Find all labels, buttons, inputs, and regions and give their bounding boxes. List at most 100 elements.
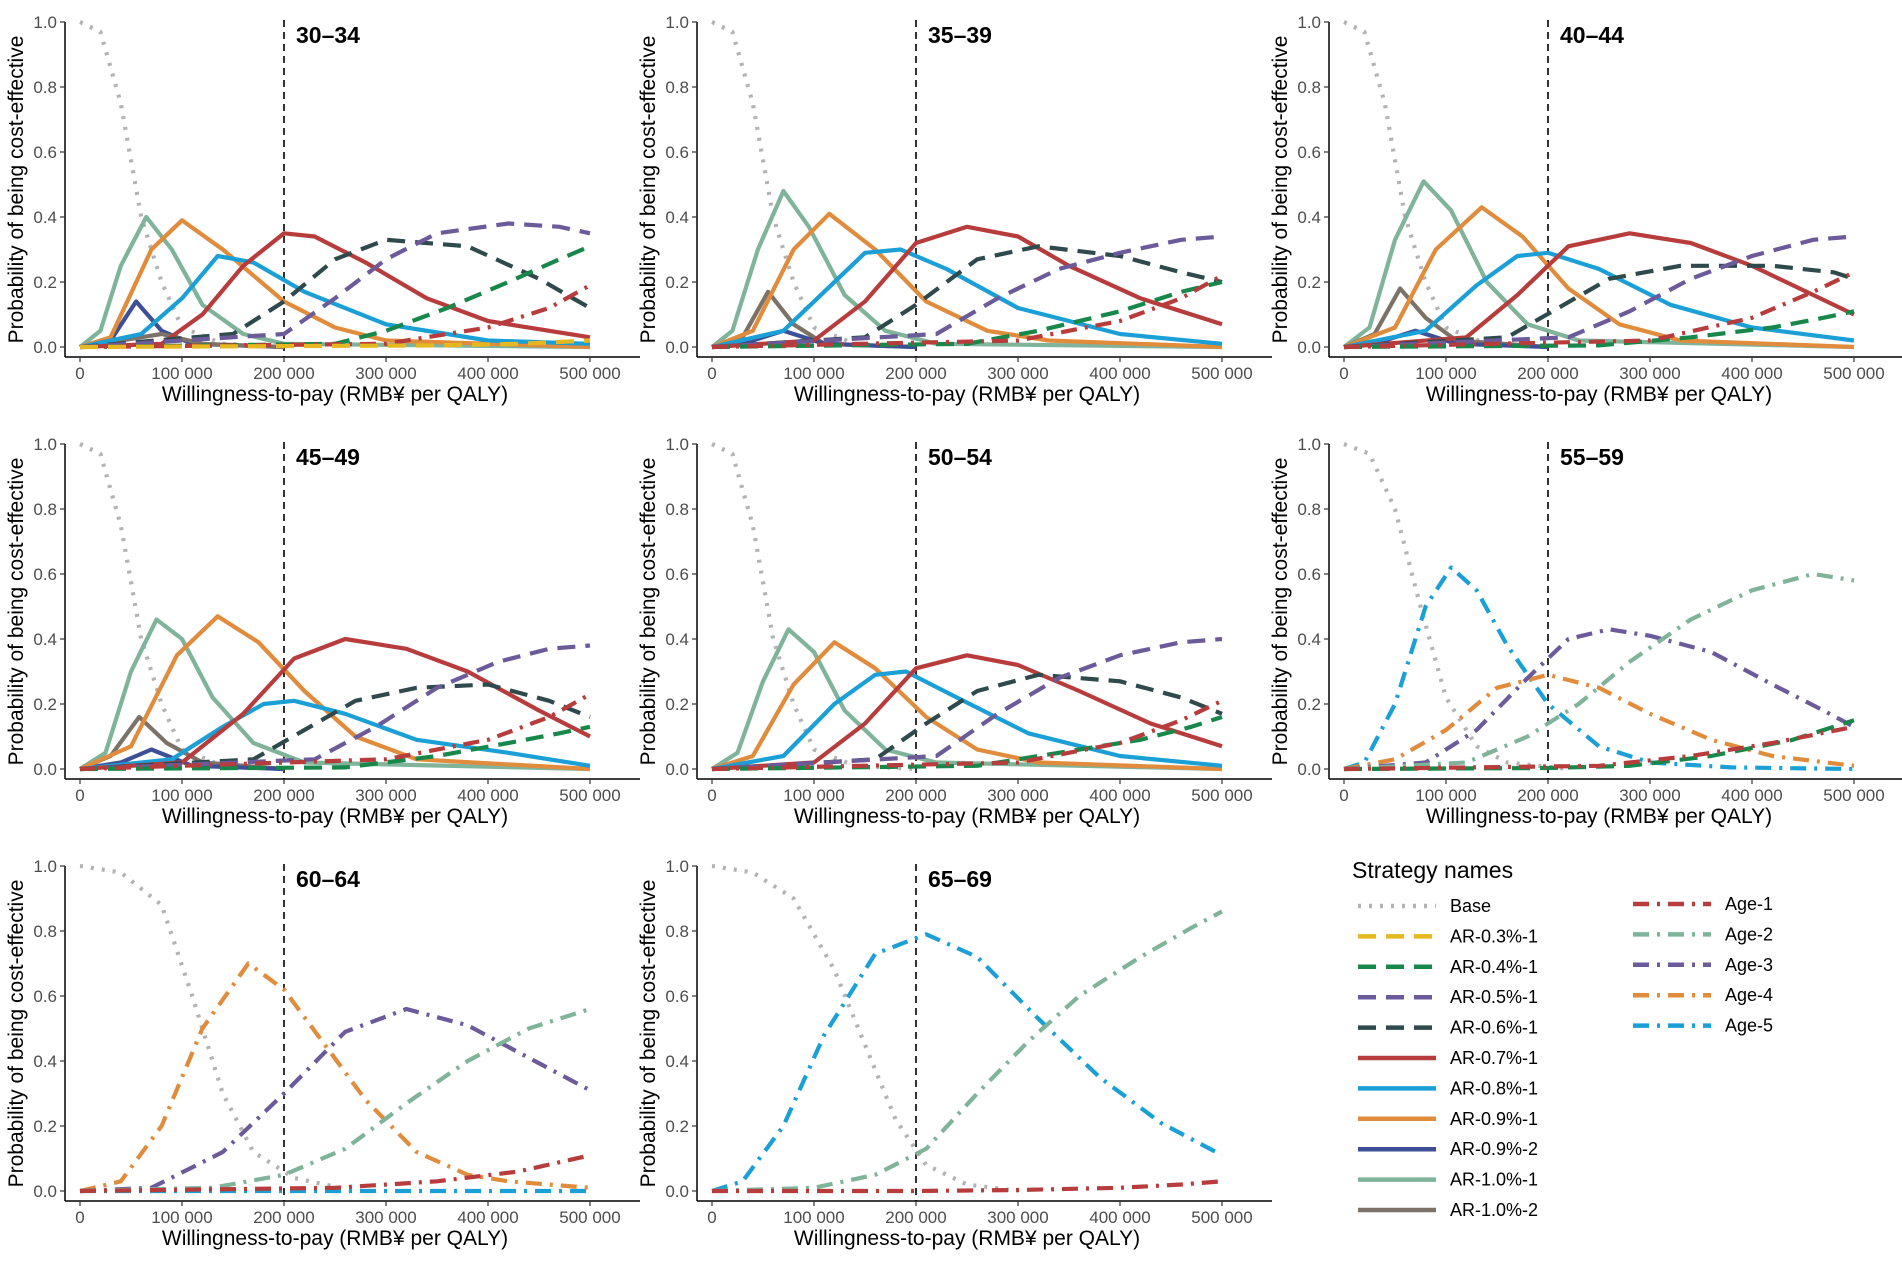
series-line-ar-0-9pct-1	[711, 640, 1223, 772]
series-line-age-1	[1343, 270, 1855, 350]
series-line-age-1	[712, 1179, 1223, 1194]
ceac-panel-65-69: 0.0 0.2 0.4 0.6 0.8 1.0 0 100 000 200 000 300 000…	[637, 857, 1272, 1250]
x-tick-label: 300 000	[1619, 364, 1680, 383]
ceac-panel-60-64: 0.0 0.2 0.4 0.6 0.8 1.0 0 100 000 200 000 300 000…	[5, 857, 640, 1250]
series-line-age-1	[79, 1153, 591, 1194]
series-line-base	[711, 863, 1019, 1194]
y-tick-label: 0.8	[33, 78, 57, 97]
y-tick-label: 0.8	[665, 500, 689, 519]
y-tick-label: 0.4	[665, 630, 689, 649]
y-tick-label: 0.6	[665, 565, 689, 584]
x-tick-label: 400 000	[1089, 1208, 1150, 1227]
ceac-panel-30-34: 0.0 0.2 0.4 0.6 0.8 1.0 0 100 000 200 000 300 000…	[5, 13, 640, 406]
legend-entry-ar-0-9pct-2: AR-0.9%-2	[1358, 1139, 1538, 1159]
x-tick-label: 200 000	[885, 1208, 946, 1227]
y-tick-label: 1.0	[33, 435, 57, 454]
legend-entry-age-4: Age-4	[1633, 985, 1773, 1005]
x-tick-label: 100 000	[1415, 786, 1476, 805]
legend-entry-age-1: Age-1	[1633, 894, 1773, 914]
legend-label: Age-4	[1725, 985, 1773, 1005]
series-line-age-1	[711, 698, 1223, 772]
y-axis-title: Probability of being cost-effective	[637, 458, 660, 766]
y-tick-label: 1.0	[1297, 13, 1321, 32]
series-line-age-1	[79, 692, 592, 772]
y-tick-label: 1.0	[1297, 435, 1321, 454]
ceac-panel-55-59: 0.0 0.2 0.4 0.6 0.8 1.0 0 100 000 200 000 300 000…	[1269, 435, 1902, 828]
x-tick-label: 0	[1339, 364, 1348, 383]
ceac-panel-50-54: 0.0 0.2 0.4 0.6 0.8 1.0 0 100 000 200 000 300 000…	[637, 435, 1272, 828]
x-tick-label: 500 000	[1823, 786, 1884, 805]
legend-entry-ar-0-6pct-1: AR-0.6%-1	[1358, 1018, 1538, 1038]
x-tick-label: 200 000	[1517, 786, 1578, 805]
series-line-age-5	[711, 932, 1223, 1194]
legend-label: AR-0.9%-2	[1450, 1139, 1538, 1159]
x-tick-label: 100 000	[1415, 364, 1476, 383]
series-line-ar-0-6pct-1	[711, 672, 1223, 772]
y-axis-title: Probability of being cost-effective	[5, 458, 28, 766]
series-line-base	[79, 20, 285, 350]
y-tick-label: 0.6	[33, 987, 57, 1006]
legend-entry-base: Base	[1358, 896, 1491, 916]
ceac-panel-45-49: 0.0 0.2 0.4 0.6 0.8 1.0 0 100 000 200 000 300 000…	[5, 435, 640, 828]
legend-entry-ar-0-9pct-1: AR-0.9%-1	[1358, 1109, 1538, 1129]
legend-entry-ar-0-3pct-1: AR-0.3%-1	[1358, 926, 1538, 946]
x-tick-label: 0	[707, 1208, 716, 1227]
ceac-panel-40-44: 0.0 0.2 0.4 0.6 0.8 1.0 0 100 000 200 000 300 000…	[1269, 13, 1902, 406]
series-line-age-3	[79, 1006, 591, 1194]
y-tick-label: 0.4	[33, 208, 57, 227]
legend-entry-ar-1-0pct-1: AR-1.0%-1	[1358, 1170, 1538, 1190]
x-tick-label: 0	[707, 364, 716, 383]
x-tick-label: 100 000	[783, 1208, 844, 1227]
x-tick-label: 400 000	[1089, 364, 1150, 383]
y-axis-title: Probability of being cost-effective	[5, 880, 28, 1188]
y-tick-label: 0.4	[1297, 630, 1321, 649]
series-line-ar-0-6pct-1	[79, 237, 592, 350]
y-tick-label: 0.4	[1297, 208, 1321, 227]
series-line-ar-0-7pct-1	[79, 636, 591, 772]
series-line-age-1	[1343, 724, 1855, 772]
y-tick-label: 1.0	[665, 857, 689, 876]
x-axis-title: Willingness-to-pay (RMB¥ per QALY)	[162, 805, 508, 828]
series-line-age-4	[1343, 672, 1855, 772]
x-tick-label: 200 000	[1517, 364, 1578, 383]
y-tick-label: 0.4	[33, 630, 57, 649]
age-group-label: 35–39	[928, 22, 992, 48]
x-tick-label: 0	[75, 364, 84, 383]
x-tick-label: 300 000	[987, 364, 1048, 383]
legend-entry-age-2: Age-2	[1633, 924, 1773, 944]
y-tick-label: 0.2	[1297, 695, 1321, 714]
x-tick-label: 100 000	[783, 786, 844, 805]
x-tick-label: 0	[75, 786, 84, 805]
series-line-age-3	[1343, 627, 1855, 772]
y-axis-title: Probability of being cost-effective	[5, 36, 28, 344]
legend: Strategy names Base AR-0.3%-1 AR-0.4%-1 AR-0…	[1352, 857, 1773, 1220]
y-tick-label: 1.0	[33, 13, 57, 32]
x-tick-label: 0	[1339, 786, 1348, 805]
x-tick-label: 500 000	[1191, 786, 1252, 805]
y-tick-label: 0.0	[33, 338, 57, 357]
series-line-base	[79, 442, 285, 772]
x-tick-label: 200 000	[253, 364, 314, 383]
legend-label: AR-0.6%-1	[1450, 1018, 1538, 1038]
legend-label: AR-0.4%-1	[1450, 957, 1538, 977]
ceac-panel-35-39: 0.0 0.2 0.4 0.6 0.8 1.0 0 100 000 200 000 300 000…	[637, 13, 1272, 406]
age-group-label: 65–69	[928, 866, 992, 892]
x-tick-label: 300 000	[987, 786, 1048, 805]
x-axis-title: Willingness-to-pay (RMB¥ per QALY)	[1426, 383, 1772, 406]
legend-label: Age-5	[1725, 1016, 1773, 1036]
age-group-label: 55–59	[1560, 444, 1624, 470]
y-tick-label: 1.0	[665, 13, 689, 32]
x-tick-label: 300 000	[355, 1208, 416, 1227]
series-line-ar-0-7pct-1	[1343, 231, 1855, 350]
y-tick-label: 0.0	[665, 760, 689, 779]
series-line-ar-0-6pct-1	[1343, 263, 1855, 350]
x-tick-label: 300 000	[355, 786, 416, 805]
series-line-age-1	[79, 283, 592, 350]
x-tick-label: 0	[75, 1208, 84, 1227]
y-tick-label: 0.6	[665, 987, 689, 1006]
y-axis-title: Probability of being cost-effective	[1269, 458, 1292, 766]
series-line-age-1	[711, 273, 1224, 350]
x-tick-label: 400 000	[457, 786, 518, 805]
y-tick-label: 0.4	[665, 208, 689, 227]
